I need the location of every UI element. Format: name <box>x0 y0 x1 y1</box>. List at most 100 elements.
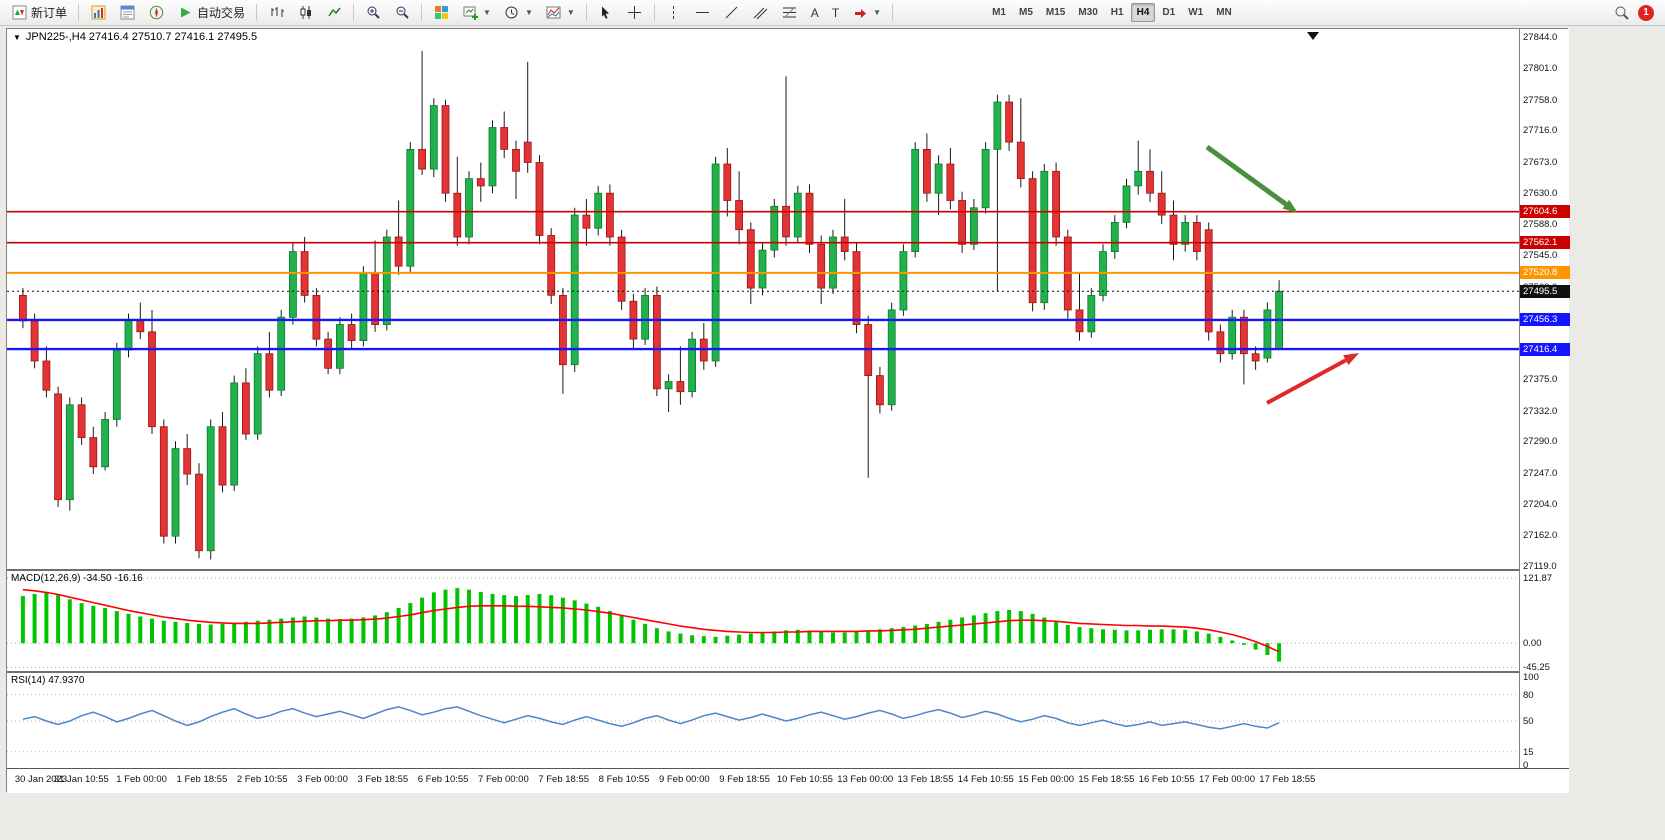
time-tick: 9 Feb 18:55 <box>719 774 770 785</box>
channel-tool-button[interactable] <box>747 2 775 24</box>
rsi-axis-tick: 80 <box>1523 689 1534 701</box>
price-tick: 27247.0 <box>1523 467 1558 479</box>
main-chart-canvas[interactable] <box>7 29 1519 569</box>
toolbar-separator <box>353 4 355 21</box>
candle <box>1204 229 1213 333</box>
periods-button[interactable]: ▼ <box>498 2 539 24</box>
candlestick-icon <box>297 5 313 21</box>
price-axis[interactable]: 27844.0 27801.0 27758.0 27716.0 27673.0 27630… <box>1519 29 1570 771</box>
macd-histogram-bar <box>666 631 671 644</box>
macd-canvas[interactable] <box>7 571 1519 671</box>
candle <box>465 178 473 238</box>
zoom-out-button[interactable] <box>388 2 416 24</box>
label-tool-button[interactable]: T <box>826 2 845 24</box>
candle <box>476 178 485 187</box>
macd-histogram-bar <box>936 621 941 644</box>
indicators-button[interactable]: ▼ <box>540 2 581 24</box>
navigator-button[interactable] <box>142 2 170 24</box>
line-chart-mode-button[interactable] <box>320 2 348 24</box>
fibonacci-tool-button[interactable] <box>776 2 804 24</box>
candle <box>758 249 767 289</box>
new-order-label: 新订单 <box>31 6 68 20</box>
rsi-axis-tick: 50 <box>1523 716 1534 727</box>
candle <box>288 251 297 318</box>
trendline-tool-button[interactable] <box>718 2 746 24</box>
green-arrow-annotation-head <box>1282 199 1298 213</box>
macd-histogram-bar <box>1159 629 1164 644</box>
time-tick: 8 Feb 10:55 <box>598 774 650 785</box>
macd-histogram-bar <box>1183 629 1188 644</box>
one-click-trading-toggle[interactable]: ▼ <box>13 32 21 42</box>
macd-histogram-bar <box>560 597 565 644</box>
rsi-line <box>22 706 1280 730</box>
macd-histogram-bar <box>1194 631 1199 644</box>
market-watch-button[interactable] <box>84 2 112 24</box>
macd-histogram-bar <box>971 615 976 644</box>
timeframe-h4[interactable]: H4 <box>1130 3 1156 22</box>
arrows-tool-button[interactable]: ▼ <box>846 2 887 24</box>
vertical-line-tool-button[interactable] <box>660 2 688 24</box>
time-tick: 17 Feb 00:00 <box>1199 774 1255 785</box>
crosshair-tool-button[interactable] <box>621 2 649 24</box>
candle <box>124 320 133 351</box>
macd-histogram-bar <box>431 592 436 644</box>
macd-histogram-bar <box>948 619 953 644</box>
time-tick: 30 Jan 2023 <box>14 774 68 785</box>
time-axis[interactable]: 30 Jan 2023 31 Jan 10:55 1 Feb 00:00 1 Feb … <box>7 768 1569 793</box>
toolbar-separator <box>256 4 258 21</box>
text-tool-button[interactable]: A <box>805 2 825 24</box>
timeframe-m30[interactable]: M30 <box>1072 3 1103 22</box>
rsi-label: RSI(14) 47.9370 <box>11 675 85 686</box>
cursor-tool-button[interactable] <box>592 2 620 24</box>
candle <box>923 149 931 194</box>
toolbar-right-cluster: 1 <box>1614 4 1660 21</box>
price-tick: 27758.0 <box>1523 94 1558 106</box>
timeframe-m15[interactable]: M15 <box>1040 3 1071 22</box>
candle <box>89 437 98 468</box>
candle <box>1251 353 1260 362</box>
timeframe-m1[interactable]: M1 <box>986 3 1012 22</box>
panel-divider[interactable] <box>7 569 1569 571</box>
bar-chart-mode-button[interactable] <box>262 2 290 24</box>
timeframe-m5[interactable]: M5 <box>1013 3 1039 22</box>
new-order-button[interactable]: 新订单 <box>5 2 73 24</box>
macd-histogram-bar <box>502 595 507 644</box>
search-icon[interactable] <box>1614 5 1630 21</box>
candlestick-mode-button[interactable] <box>291 2 319 24</box>
candle <box>429 105 438 170</box>
tile-windows-button[interactable] <box>427 2 455 24</box>
macd-label: MACD(12,26,9) -34.50 -16.16 <box>11 573 143 584</box>
timeframe-h1[interactable]: H1 <box>1105 3 1130 22</box>
macd-histogram-bar <box>396 607 401 644</box>
notification-badge[interactable]: 1 <box>1638 4 1654 21</box>
macd-histogram-bar <box>420 597 425 644</box>
candle <box>676 381 685 393</box>
toolbar-separator <box>892 4 894 21</box>
zoom-in-button[interactable] <box>359 2 387 24</box>
candle <box>1016 141 1025 179</box>
price-tick: 27801.0 <box>1523 63 1558 75</box>
red-arrow-annotation[interactable] <box>1266 358 1347 405</box>
candle <box>1028 178 1037 304</box>
green-arrow-annotation[interactable] <box>1205 144 1288 207</box>
timeframe-d1[interactable]: D1 <box>1156 3 1181 22</box>
panel-divider[interactable] <box>7 671 1569 673</box>
timeframe-mn[interactable]: MN <box>1210 3 1238 22</box>
tile-windows-icon <box>433 5 449 21</box>
candle <box>1134 170 1143 187</box>
chart-shift-marker-icon[interactable] <box>1307 32 1319 40</box>
macd-histogram-bar <box>243 621 248 644</box>
horizontal-line-tool-button[interactable] <box>689 2 717 24</box>
autotrading-button[interactable]: 自动交易 <box>171 2 251 24</box>
rsi-canvas[interactable] <box>7 673 1519 768</box>
timeframe-w1[interactable]: W1 <box>1182 3 1209 22</box>
macd-histogram-bar <box>349 618 354 644</box>
macd-histogram-bar <box>584 603 589 644</box>
candle <box>1181 221 1190 245</box>
data-window-button[interactable] <box>113 2 141 24</box>
new-chart-button[interactable]: ▼ <box>456 2 497 24</box>
candle <box>512 149 520 172</box>
time-tick: 2 Feb 10:55 <box>236 774 288 785</box>
macd-histogram-bar <box>572 600 577 644</box>
candle <box>934 163 943 194</box>
